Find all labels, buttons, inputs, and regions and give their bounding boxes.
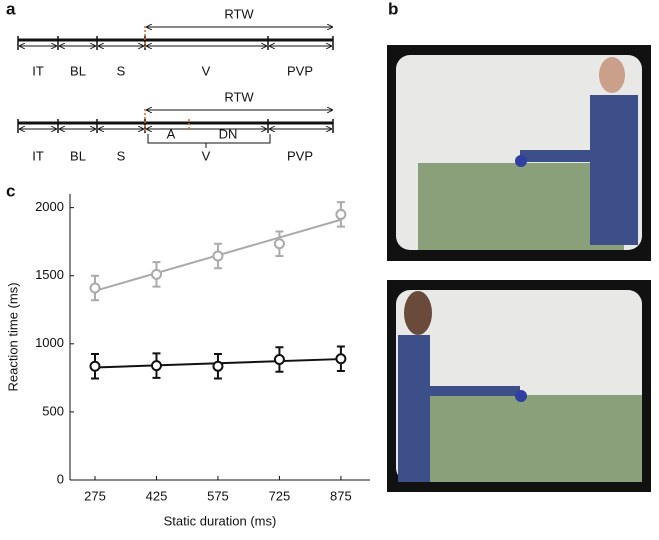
segment-label: V [202,63,211,78]
panel-label: c [6,181,15,200]
photo-top [387,45,651,261]
x-tick-label: 425 [146,488,168,503]
panel-label: a [6,0,16,18]
y-tick-label: 1500 [35,267,64,282]
y-axis-label: Reaction time (ms) [5,282,20,391]
segment-label: PVP [287,148,313,163]
point [89,282,101,294]
window-label: RTW [224,6,254,21]
point [212,360,224,372]
sub-label: DN [219,126,238,141]
sub-label: A [167,126,176,141]
window-label: RTW [224,89,254,104]
segment-label: S [117,63,126,78]
segment-label: IT [32,63,44,78]
x-tick-label: 275 [84,488,106,503]
point [273,353,285,365]
y-tick-label: 2000 [35,199,64,214]
bracket [147,134,271,148]
photo-bottom [387,280,651,492]
x-tick-label: 875 [330,488,352,503]
segment-label: BL [70,63,86,78]
x-tick-label: 725 [269,488,291,503]
x-tick-label: 575 [207,488,229,503]
y-tick-label: 0 [57,471,64,486]
point [89,360,101,372]
point [335,353,347,365]
point [335,208,347,220]
segment-label: PVP [287,63,313,78]
segment-label: IT [32,148,44,163]
segment-label: S [117,148,126,163]
panel-label: b [388,0,398,18]
y-tick-label: 1000 [35,335,64,350]
point [150,360,162,372]
y-tick-label: 500 [42,403,64,418]
x-axis-label: Static duration (ms) [164,513,277,528]
point [150,268,162,280]
point [273,238,285,250]
point [212,250,224,262]
segment-label: V [202,148,211,163]
segment-label: BL [70,148,86,163]
